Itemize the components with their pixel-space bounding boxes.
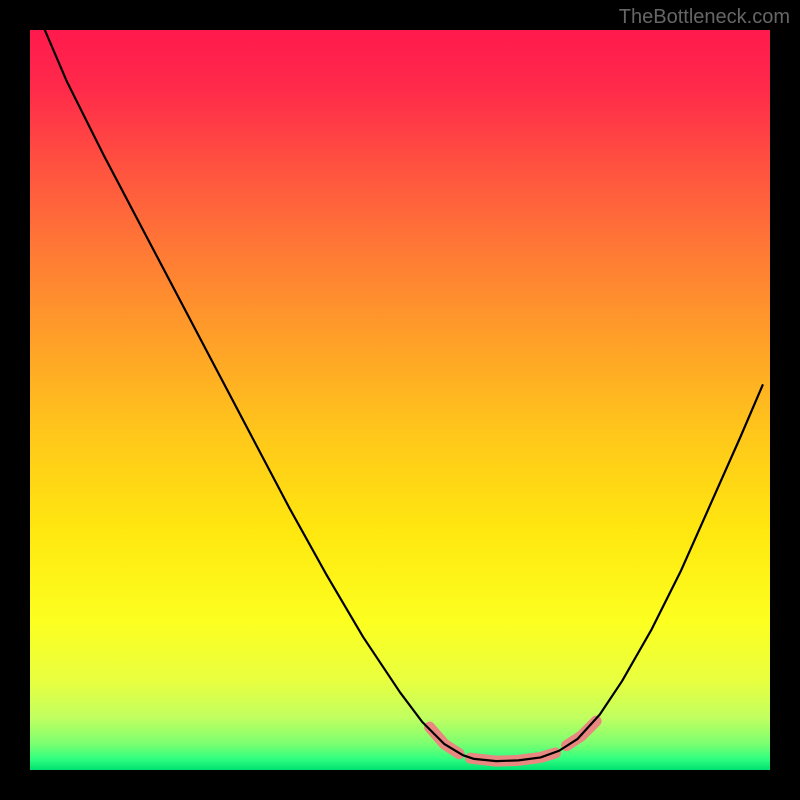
bottleneck-curve: [45, 30, 763, 761]
bottleneck-highlight: [430, 721, 596, 761]
plot-area: [30, 30, 770, 770]
chart-container: TheBottleneck.com: [0, 0, 800, 800]
watermark-text: TheBottleneck.com: [619, 6, 790, 29]
curve-layer: [30, 30, 770, 770]
